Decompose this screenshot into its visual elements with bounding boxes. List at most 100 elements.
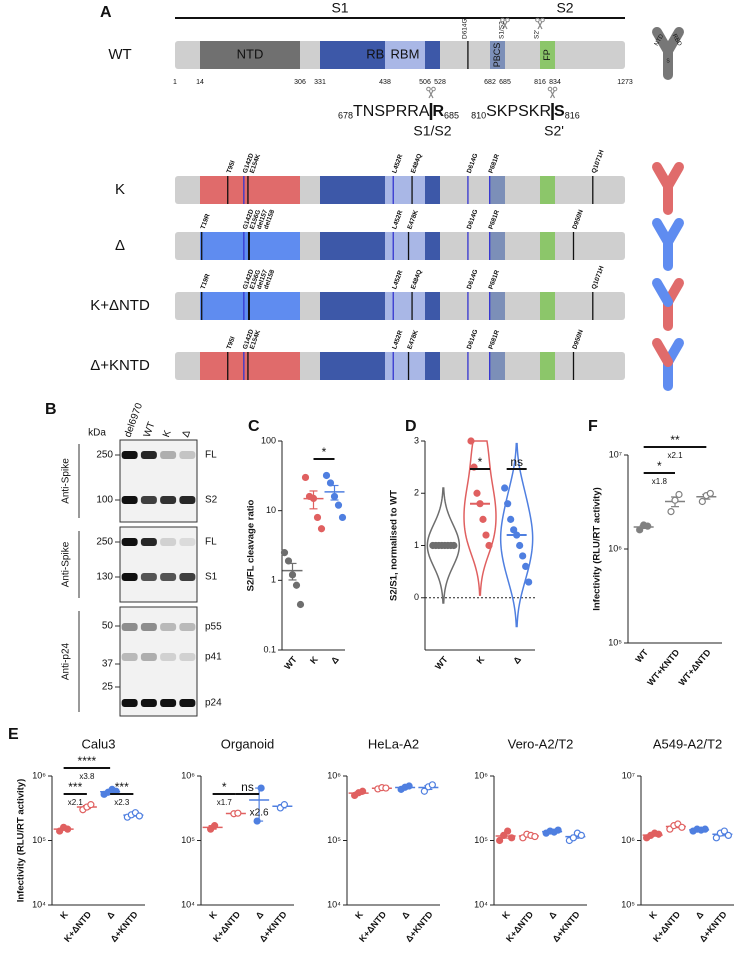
scissors-icon (431, 86, 436, 92)
sequence-segment: S (554, 103, 565, 120)
data-point (516, 541, 524, 550)
data-point (284, 557, 293, 565)
x-tick-label: K (207, 909, 219, 921)
band (140, 538, 157, 546)
mutation-label: D950N (571, 329, 585, 351)
y-tick-label: 10⁶ (474, 770, 488, 780)
sequence-segment: PRRA (385, 103, 430, 120)
data-point (508, 834, 516, 842)
significance-label: ns (510, 455, 523, 469)
data-point (496, 836, 504, 845)
band (121, 496, 138, 504)
x-tick-label: Δ (547, 909, 559, 921)
mutation-label: Q1071H (591, 149, 606, 174)
y-tick-label: 10⁵ (32, 835, 46, 845)
x-tick-label: K (647, 909, 659, 921)
significance-label: * (222, 780, 227, 794)
data-point (313, 513, 322, 522)
fold-label: x2.6 (250, 808, 269, 819)
data-point (712, 834, 720, 842)
scissors-icon (426, 86, 431, 92)
row-label: Δ (115, 237, 125, 254)
region-label: S1 (331, 0, 348, 16)
marker-label: 100 (96, 495, 113, 506)
mutation-label: T19R (200, 213, 212, 231)
band (160, 573, 177, 581)
y-tick-label: 0.1 (263, 644, 276, 654)
y-tick-label: 10⁴ (181, 899, 195, 909)
row-label: K+ΔNTD (90, 297, 150, 314)
row-label: Δ+KNTD (90, 357, 150, 374)
data-point (322, 471, 331, 480)
y-tick-label: 0 (414, 592, 419, 602)
data-point (531, 832, 539, 841)
band (121, 623, 138, 631)
data-point (64, 825, 72, 833)
mutation-label: E478K (406, 329, 419, 350)
mutation-label: E484Q (410, 269, 424, 290)
domain (385, 176, 425, 204)
domain-label: RBM (391, 46, 420, 61)
domain-label: FP (542, 49, 552, 61)
x-tick-label: K (475, 654, 487, 666)
fold-label: x1.8 (652, 477, 668, 486)
sequence-segment: R (432, 103, 444, 120)
domain (200, 41, 300, 69)
data-point (135, 812, 143, 820)
violin (499, 442, 534, 628)
site-label: D614G (462, 18, 469, 39)
band (179, 451, 196, 459)
mutation-label: D950N (571, 209, 585, 231)
band (160, 623, 177, 631)
domain (490, 352, 505, 380)
band (121, 451, 138, 459)
lane-label: WT (142, 421, 158, 439)
y-tick-label: 10⁵ (621, 899, 635, 909)
cleavage-label: S1/S2 (413, 123, 451, 139)
band (179, 623, 196, 631)
mutation-label: P681R (488, 153, 501, 174)
band (121, 699, 138, 707)
data-point (420, 787, 428, 795)
mutation-label: D614G (466, 209, 480, 231)
sequence-segment: SKPSKR (486, 103, 551, 120)
antibody-label: Anti-p24 (61, 642, 72, 680)
band (160, 699, 177, 707)
icon-label: S (666, 58, 670, 64)
x-tick-label: Δ (105, 909, 117, 921)
panel-letter: F (588, 418, 598, 435)
band (179, 496, 196, 504)
data-point (428, 781, 436, 789)
x-tick-label: K (58, 909, 70, 921)
domain (490, 232, 505, 260)
fold-label: x2.3 (114, 798, 130, 807)
significance-label: ** (670, 433, 680, 447)
data-point (482, 531, 490, 539)
sequence-segment: 678 (338, 110, 353, 120)
spike-icon (652, 338, 673, 367)
y-tick-label: 10⁴ (327, 899, 341, 909)
scissors-icon (537, 21, 543, 30)
data-point (636, 526, 644, 534)
x-tick-label: Δ (694, 909, 706, 921)
spike-icon (652, 278, 673, 307)
scissors-icon (550, 90, 556, 99)
data-point (317, 525, 326, 533)
domain (200, 292, 300, 320)
data-point (473, 489, 481, 497)
sequence-segment: 816 (565, 110, 580, 120)
antibody-label: Anti-Spike (61, 541, 72, 587)
panel-letter: D (405, 418, 417, 435)
data-point (522, 562, 530, 571)
y-tick-label: 10⁶ (608, 543, 622, 553)
y-tick-label: 10⁵ (474, 835, 488, 845)
x-tick-label: Δ (329, 654, 341, 666)
data-point (720, 827, 728, 835)
spike-icon (652, 162, 673, 191)
mutation-label: T19R (200, 273, 212, 291)
data-point (519, 552, 527, 560)
x-tick-label: WT+ΔNTD (677, 647, 713, 688)
data-point (577, 831, 585, 839)
band-label: FL (205, 450, 217, 461)
